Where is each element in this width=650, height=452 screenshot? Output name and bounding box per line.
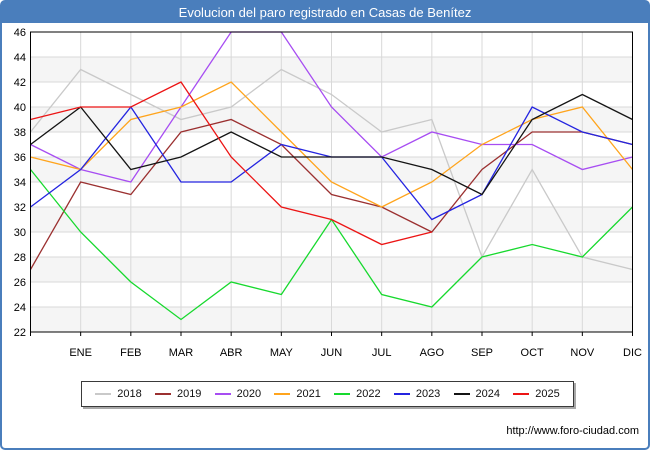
y-tick-label: 30 bbox=[14, 227, 26, 239]
footer-url[interactable]: http://www.foro-ciudad.com bbox=[506, 425, 639, 437]
legend-label-2018: 2018 bbox=[117, 388, 142, 400]
legend-swatch-2024 bbox=[453, 393, 470, 395]
y-tick-label: 42 bbox=[14, 77, 26, 89]
legend-swatch-2020 bbox=[214, 393, 231, 395]
y-tick-label: 28 bbox=[14, 252, 26, 264]
legend-item-2021[interactable]: 2021 bbox=[274, 388, 321, 400]
x-tick-label: MAR bbox=[169, 347, 194, 359]
legend-item-2025[interactable]: 2025 bbox=[513, 388, 560, 400]
legend-label-2020: 2020 bbox=[236, 388, 262, 400]
x-tick-label: JUN bbox=[321, 347, 342, 359]
legend-swatch-2022 bbox=[334, 393, 351, 395]
y-tick-label: 46 bbox=[14, 27, 26, 39]
legend-label-2019: 2019 bbox=[176, 388, 202, 400]
series-line-2020 bbox=[30, 31, 633, 183]
x-tick-label: AGO bbox=[420, 347, 445, 359]
y-tick-label: 36 bbox=[14, 152, 26, 164]
legend-swatch-2019 bbox=[154, 393, 171, 395]
legend: 2018 2019 2020 2021 2022 2023 2024 2025 bbox=[81, 381, 574, 407]
legend-item-2023[interactable]: 2023 bbox=[393, 388, 441, 400]
y-tick-label: 22 bbox=[14, 327, 26, 339]
legend-label-2022: 2022 bbox=[356, 388, 381, 400]
x-tick-label: JUL bbox=[372, 347, 392, 359]
x-tick-label: DIC bbox=[623, 347, 642, 359]
series-line-2018 bbox=[29, 68, 633, 271]
legend-swatch-2023 bbox=[393, 393, 410, 395]
legend-item-2020[interactable]: 2020 bbox=[214, 388, 262, 400]
series-line-2024 bbox=[30, 93, 633, 196]
x-tick-label: ABR bbox=[220, 347, 243, 359]
legend-item-2019[interactable]: 2019 bbox=[154, 388, 202, 400]
legend-swatch-2018 bbox=[95, 393, 112, 395]
legend-label-2025: 2025 bbox=[535, 388, 560, 400]
legend-item-2024[interactable]: 2024 bbox=[453, 388, 501, 400]
legend-label-2023: 2023 bbox=[415, 388, 441, 400]
y-tick-label: 44 bbox=[14, 52, 26, 64]
y-tick-label: 24 bbox=[14, 302, 26, 314]
plot-border bbox=[30, 31, 633, 333]
x-tick-label: MAY bbox=[270, 347, 294, 359]
legend-label-2024: 2024 bbox=[475, 388, 501, 400]
legend-swatch-2021 bbox=[274, 393, 291, 395]
x-tick-label: SEP bbox=[471, 347, 493, 359]
series-line-2025 bbox=[30, 81, 432, 246]
y-tick-label: 40 bbox=[14, 102, 26, 114]
legend-item-2018[interactable]: 2018 bbox=[95, 388, 142, 400]
x-tick-label: OCT bbox=[521, 347, 545, 359]
y-tick-label: 34 bbox=[14, 177, 26, 189]
chart-title: Evolucion del paro registrado en Casas d… bbox=[2, 2, 648, 23]
x-tick-label: FEB bbox=[120, 347, 141, 359]
y-tick-label: 38 bbox=[14, 127, 26, 139]
x-tick-label: NOV bbox=[570, 347, 595, 359]
x-tick-label: ENE bbox=[69, 347, 92, 359]
series-line-2019 bbox=[29, 118, 633, 270]
legend-swatch-2025 bbox=[513, 393, 530, 395]
y-tick-label: 26 bbox=[14, 277, 26, 289]
legend-label-2021: 2021 bbox=[296, 388, 321, 400]
legend-item-2022[interactable]: 2022 bbox=[334, 388, 381, 400]
y-tick-label: 32 bbox=[14, 202, 26, 214]
